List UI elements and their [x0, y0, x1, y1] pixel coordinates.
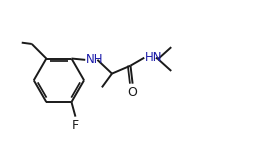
Text: NH: NH	[86, 53, 104, 66]
Text: HN: HN	[145, 51, 163, 64]
Text: F: F	[72, 119, 79, 132]
Text: O: O	[128, 86, 138, 99]
